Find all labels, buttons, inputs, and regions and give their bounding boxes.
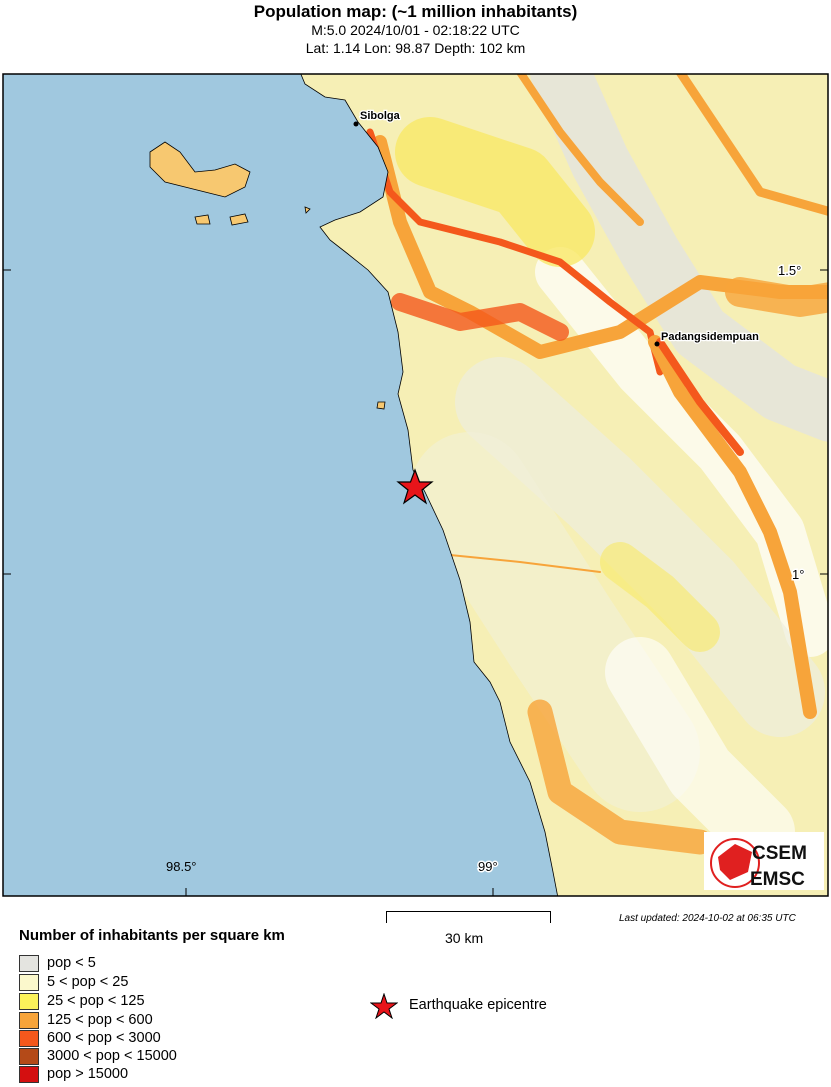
event-info: M:5.0 2024/10/01 - 02:18:22 UTC: [311, 22, 520, 38]
lat-label-1: 1°: [792, 567, 804, 582]
population-map[interactable]: Sibolga Padangsidempuan 1.5° 1° 98.5° 99…: [0, 72, 831, 898]
location-info: Lat: 1.14 Lon: 98.87 Depth: 102 km: [305, 40, 526, 56]
csem-emsc-logo: CSEM EMSC: [704, 832, 824, 890]
legend-epicentre-star-icon: [370, 993, 398, 1019]
last-updated: Last updated: 2024-10-02 at 06:35 UTC: [619, 913, 796, 924]
legend-label: 5 < pop < 25: [47, 974, 129, 990]
lon-label-98-5: 98.5°: [166, 859, 197, 874]
legend-swatch: [19, 1066, 39, 1083]
city-label-padangsidempuan: Padangsidempuan: [661, 331, 759, 343]
legend-label: 3000 < pop < 15000: [47, 1048, 177, 1064]
population-density-areas: [366, 74, 828, 867]
map-frame: [2, 73, 829, 897]
scale-bar: [386, 911, 551, 923]
legend-title: Number of inhabitants per square km: [19, 927, 285, 944]
legend-label: 25 < pop < 125: [47, 993, 145, 1009]
legend-epicentre-label: Earthquake epicentre: [409, 997, 547, 1013]
island: [149, 141, 251, 198]
lon-label-99: 99°: [478, 859, 498, 874]
scale-bar-label: 30 km: [445, 930, 484, 946]
city-marker-sibolga[interactable]: [353, 121, 359, 127]
legend-swatch: [19, 955, 39, 972]
sea: [3, 74, 559, 896]
axis-ticks: [3, 269, 828, 896]
lat-label-1-5: 1.5°: [778, 263, 801, 278]
legend-label: 600 < pop < 3000: [47, 1030, 161, 1046]
map-title: Population map: (~1 million inhabitants): [253, 2, 578, 21]
city-marker-padangsidempuan[interactable]: [654, 341, 660, 347]
svg-text:CSEM: CSEM: [752, 843, 807, 864]
legend-label: pop > 15000: [47, 1066, 129, 1082]
city-label-sibolga: Sibolga: [360, 110, 401, 122]
legend-swatch: [19, 974, 39, 991]
legend-swatch: [19, 1048, 39, 1065]
epicentre-star-icon[interactable]: [396, 468, 434, 505]
svg-text:EMSC: EMSC: [750, 869, 805, 890]
legend-label: 125 < pop < 600: [47, 1012, 153, 1028]
islet: [194, 206, 386, 410]
legend-swatch: [19, 1030, 39, 1047]
legend-label: pop < 5: [47, 955, 96, 971]
legend-swatch: [19, 993, 39, 1010]
legend-swatch: [19, 1012, 39, 1029]
